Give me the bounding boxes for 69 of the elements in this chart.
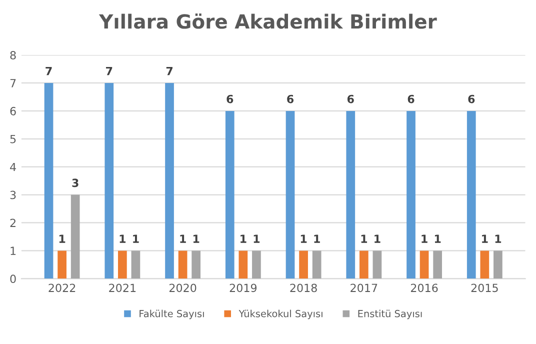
data-label: 6: [408, 94, 414, 104]
data-label: 1: [374, 234, 380, 243]
data-label: 3: [72, 178, 78, 188]
data-label: 1: [361, 234, 368, 243]
bar: [299, 250, 308, 279]
bar: [252, 250, 261, 279]
bar: [58, 250, 66, 279]
bar: [104, 82, 114, 279]
bar: [225, 110, 234, 279]
data-label: 1: [434, 234, 441, 243]
x-tick-label: 2016: [410, 284, 438, 292]
bar: [372, 250, 382, 279]
data-label: 1: [133, 234, 139, 243]
bar: [466, 110, 476, 279]
y-tick-label: 4: [10, 162, 16, 172]
bar: [359, 250, 368, 279]
data-label: 6: [287, 94, 294, 104]
y-tick-label: 5: [10, 135, 16, 144]
data-label: 6: [347, 94, 354, 104]
data-label: 1: [300, 234, 307, 243]
bar: [70, 194, 80, 279]
y-tick-label: 3: [10, 190, 16, 200]
data-label: 1: [180, 234, 186, 243]
data-label: 1: [59, 234, 66, 243]
bar: [406, 110, 416, 279]
bar: [480, 250, 490, 279]
bar: [178, 250, 188, 279]
y-tick-label: 8: [10, 51, 16, 60]
bar: [433, 250, 442, 279]
y-tick-label: 0: [10, 274, 16, 284]
y-tick-label: 1: [10, 246, 16, 255]
x-tick-label: 2017: [350, 284, 378, 292]
x-tick-label: 2019: [230, 284, 257, 292]
legend-label: Enstitü Sayısı: [358, 310, 422, 320]
x-tick-label: 2018: [290, 284, 317, 292]
data-label: 1: [314, 234, 320, 243]
bar: [346, 110, 356, 279]
chart-title: Yıllara Göre Akademik Birimler: [98, 13, 437, 29]
bar: [192, 250, 201, 279]
bar: [131, 250, 140, 279]
x-tick-label: 2022: [48, 284, 76, 292]
data-label: 6: [226, 94, 234, 104]
legend-label: Fakülte Sayısı: [140, 310, 204, 320]
x-tick-label: 2015: [471, 284, 498, 292]
y-tick-label: 6: [10, 106, 16, 116]
x-tick-label: 2021: [109, 284, 136, 292]
data-label: 6: [468, 94, 475, 104]
x-tick-label: 2020: [169, 284, 196, 292]
data-label: 1: [193, 234, 200, 243]
bar: [494, 250, 502, 279]
data-label: 1: [120, 234, 126, 243]
y-tick-label: 7: [10, 79, 16, 88]
data-label: 7: [106, 67, 112, 76]
bar: [165, 82, 174, 279]
data-label: 7: [46, 67, 52, 76]
data-label: 1: [495, 234, 502, 243]
bar: [238, 250, 248, 279]
bar: [44, 82, 54, 279]
data-label: 1: [482, 234, 488, 243]
bar: [420, 250, 429, 279]
bar: [312, 250, 322, 279]
bar: [286, 110, 295, 279]
data-label: 7: [166, 67, 172, 76]
data-label: 1: [240, 234, 246, 243]
data-label: 1: [422, 234, 428, 243]
y-tick-label: 2: [10, 218, 16, 227]
legend-label: Yüksekokul Sayısı: [238, 310, 322, 320]
bar: [118, 250, 127, 279]
data-label: 1: [254, 234, 260, 243]
